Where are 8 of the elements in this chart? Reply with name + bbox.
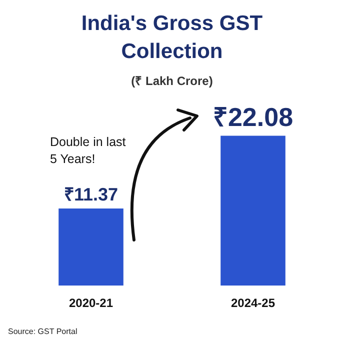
data-label: ₹11.37 [64, 184, 118, 204]
source-note: Source: GST Portal [8, 327, 78, 336]
chart-subtitle: (₹ Lakh Crore) [130, 73, 214, 89]
data-label: ₹22.08 [212, 102, 294, 132]
x-tick-label: 2024-25 [230, 296, 276, 310]
x-tick-label: 2020-21 [68, 296, 114, 310]
chart-title: India's Gross GST Collection [80, 11, 264, 65]
annotation: Double in last 5 Years! [50, 134, 127, 168]
